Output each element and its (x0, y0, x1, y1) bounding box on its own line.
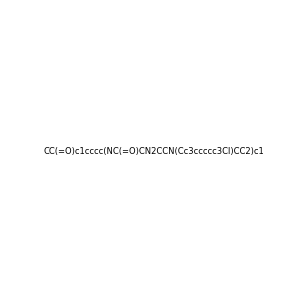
Text: CC(=O)c1cccc(NC(=O)CN2CCN(Cc3ccccc3Cl)CC2)c1: CC(=O)c1cccc(NC(=O)CN2CCN(Cc3ccccc3Cl)CC… (44, 147, 264, 156)
